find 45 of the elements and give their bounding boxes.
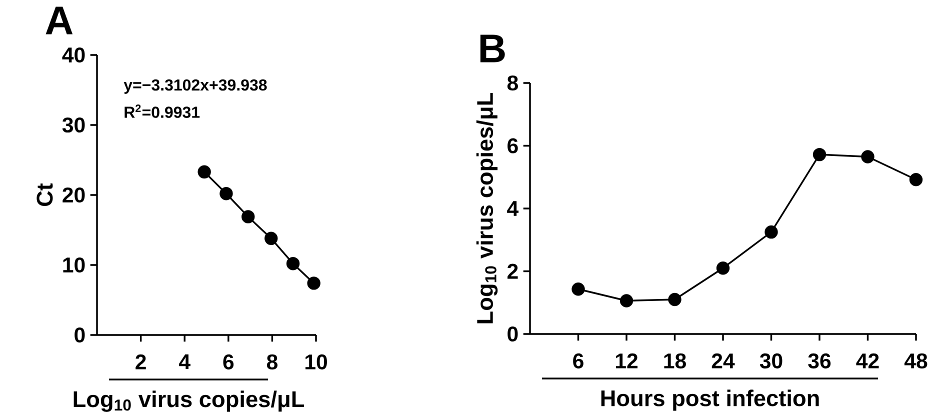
x-axis-title: Log$_{10}$ virus copies/μL (74, 390, 304, 412)
point (861, 150, 874, 164)
chart-title: A (46, 6, 73, 34)
point (242, 210, 255, 224)
y-tick-label: 40 (62, 47, 85, 62)
x-axis-title: Hours post infection (601, 390, 819, 411)
x-tick-label: 4 (178, 354, 190, 369)
x-tick-label: 48 (904, 353, 928, 368)
point (220, 186, 233, 200)
point (198, 165, 211, 178)
x-tick-label: 30 (760, 353, 782, 368)
annotation: y=−3.3102x+39.938 (124, 79, 267, 94)
x-tick-label: 10 (305, 354, 327, 370)
point (812, 148, 826, 161)
x-tick-label: 18 (664, 353, 686, 368)
point (620, 294, 634, 308)
y-tick-label: 10 (63, 257, 85, 272)
y-tick-label: 30 (62, 117, 85, 132)
x-tick-label: 2 (136, 354, 146, 370)
y-tick-label: 4 (507, 201, 519, 216)
y-tick-label: 6 (508, 138, 518, 154)
y-axis-title: Log$_{10}$ virus copies/μL (476, 92, 498, 324)
point (572, 282, 585, 296)
y-tick-label: 0 (74, 327, 85, 342)
x-tick-label: 8 (266, 354, 278, 370)
chart-title: B (480, 34, 505, 62)
x-tick-label: 36 (808, 353, 831, 368)
point (764, 225, 778, 238)
y-axis-title: Ct (36, 183, 53, 206)
y-tick-label: 8 (507, 75, 518, 90)
point (286, 256, 300, 270)
y-tick-label: 2 (507, 264, 518, 279)
point (668, 292, 682, 306)
point (716, 261, 730, 275)
point (264, 232, 278, 245)
annotation: R$^{2}$=0.9931 (124, 104, 200, 118)
x-tick-label: 12 (616, 353, 638, 368)
y-tick-label: 20 (62, 187, 85, 202)
point (307, 276, 320, 290)
x-tick-label: 42 (856, 353, 879, 368)
x-tick-label: 6 (573, 353, 584, 368)
x-tick-label: 6 (223, 354, 234, 370)
point (909, 172, 923, 186)
x-tick-label: 24 (712, 353, 735, 368)
y-tick-label: 0 (508, 326, 518, 342)
